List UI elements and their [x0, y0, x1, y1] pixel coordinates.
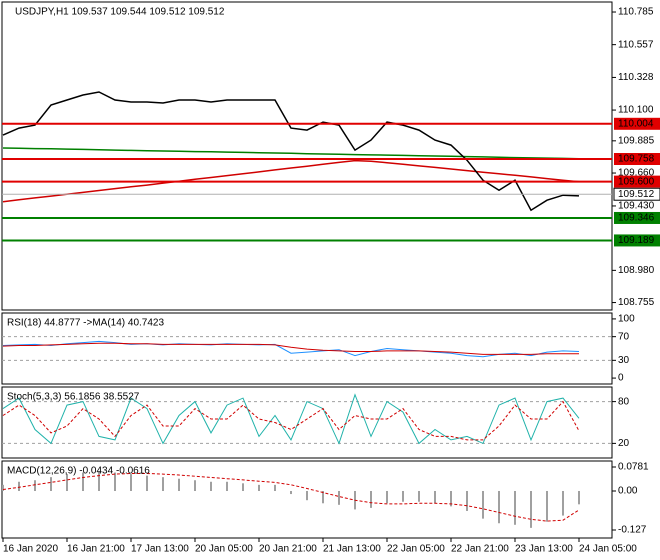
histogram-bar — [498, 490, 500, 524]
histogram-bar — [418, 490, 420, 502]
y-tick-label: 110.328 — [618, 72, 654, 83]
panel-title: USDJPY,H1 109.537 109.544 109.512 109.51… — [15, 7, 225, 18]
y-tick-label: 0 — [618, 373, 624, 384]
price-level-box — [614, 175, 660, 188]
panel-title: MACD(12,26,9) -0.0434 -0.0616 — [7, 466, 150, 477]
x-tick-label: 16 Jan 2020 — [3, 544, 58, 555]
indicator-line — [2, 393, 580, 445]
price-level-label: 109.758 — [618, 154, 655, 165]
indicator-line — [2, 400, 580, 441]
y-tick-label: -0.127 — [618, 525, 647, 536]
histogram-bar — [162, 477, 164, 491]
histogram-bar — [114, 472, 116, 491]
x-tick-label: 22 Jan 21:00 — [451, 544, 509, 555]
histogram-bar — [546, 490, 548, 522]
price-level-label: 109.600 — [618, 176, 655, 187]
price-line — [2, 159, 580, 203]
histogram-bar — [2, 484, 4, 491]
indicator-line — [2, 342, 579, 355]
y-tick-label: 100 — [618, 314, 635, 325]
histogram-bar — [82, 472, 84, 491]
histogram-bar — [130, 474, 132, 491]
histogram-bar — [578, 490, 580, 505]
y-tick-label: 108.980 — [618, 265, 655, 276]
x-tick-label: 16 Jan 21:00 — [67, 544, 125, 555]
panel-frame — [1, 312, 613, 385]
indicator-line — [2, 340, 580, 358]
histogram-bar — [450, 490, 452, 507]
price-level-label: 110.004 — [618, 118, 654, 129]
x-tick-label: 20 Jan 05:00 — [195, 544, 253, 555]
y-tick-label: 0.0781 — [618, 462, 649, 473]
y-tick-label: 30 — [618, 355, 630, 366]
indicator-line — [2, 473, 580, 522]
histogram-bar — [34, 480, 36, 491]
histogram-bar — [306, 490, 308, 501]
histogram-bar — [290, 490, 292, 495]
histogram-bar — [258, 484, 260, 491]
price-level-box — [614, 153, 660, 166]
price-level-label: 109.346 — [618, 213, 655, 224]
histogram-bar — [338, 490, 340, 505]
histogram-bar — [322, 490, 324, 504]
last-price-box — [613, 187, 660, 201]
x-tick-label: 21 Jan 13:00 — [323, 544, 381, 555]
x-tick-label: 20 Jan 21:00 — [259, 544, 317, 555]
histogram-bar — [466, 490, 468, 511]
histogram-bar — [434, 490, 436, 504]
price-level-box — [614, 211, 660, 224]
histogram-bar — [370, 490, 372, 508]
y-tick-label: 70 — [618, 331, 630, 342]
histogram-bar — [98, 471, 100, 491]
y-tick-label: 110.100 — [618, 105, 654, 116]
histogram-bar — [274, 484, 276, 491]
y-tick-label: 108.755 — [618, 297, 655, 308]
price-level-box — [614, 234, 660, 247]
histogram-bar — [50, 477, 52, 491]
histogram-bar — [210, 481, 212, 491]
histogram-bar — [482, 490, 484, 519]
panel-frame — [1, 1, 613, 311]
histogram-bar — [194, 480, 196, 491]
price-line — [2, 147, 580, 160]
price-level-label: 109.189 — [618, 235, 655, 246]
y-tick-label: 109.430 — [618, 201, 655, 212]
price-line — [2, 91, 580, 212]
histogram-bar — [562, 490, 564, 516]
histogram-bar — [226, 481, 228, 491]
histogram-bar — [514, 490, 516, 525]
histogram-bar — [146, 475, 148, 491]
y-tick-label: 110.785 — [618, 7, 654, 18]
histogram-bar — [18, 481, 20, 491]
histogram-bar — [402, 490, 404, 502]
panel-frame — [1, 386, 613, 459]
panel-title: RSI(18) 44.8777 ->MA(14) 40.7423 — [7, 318, 164, 329]
histogram-bar — [242, 483, 244, 491]
y-tick-label: 109.660 — [618, 168, 655, 179]
histogram-bar — [178, 478, 180, 491]
histogram-bar — [66, 474, 68, 491]
y-tick-label: 109.885 — [618, 135, 655, 146]
x-tick-label: 24 Jan 05:00 — [579, 544, 637, 555]
y-tick-label: 110.557 — [618, 39, 654, 50]
last-price-label: 109.512 — [618, 189, 655, 200]
y-tick-label: 20 — [618, 438, 630, 449]
y-tick-label: 80 — [618, 396, 630, 407]
panel-title: Stoch(5,3,3) 56.1856 38.5527 — [7, 392, 140, 403]
price-level-box — [614, 117, 660, 130]
x-tick-label: 17 Jan 13:00 — [131, 544, 189, 555]
y-tick-label: 0.00 — [618, 486, 638, 497]
x-tick-label: 23 Jan 13:00 — [515, 544, 573, 555]
x-tick-label: 22 Jan 05:00 — [387, 544, 445, 555]
histogram-bar — [386, 490, 388, 504]
histogram-bar — [530, 490, 532, 528]
